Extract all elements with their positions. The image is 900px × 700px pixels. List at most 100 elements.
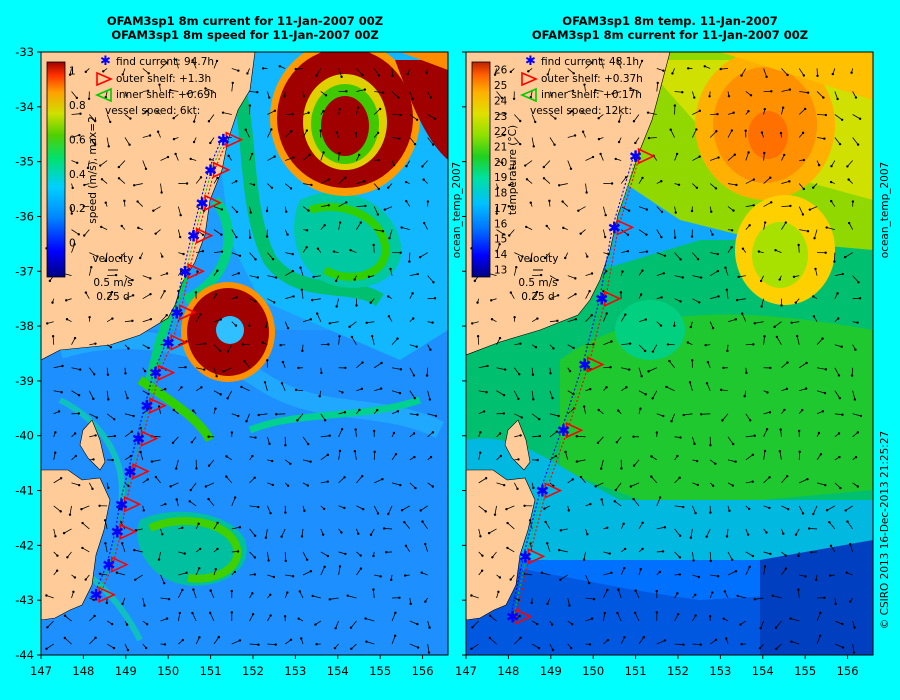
- find-current-marker: ✱: [519, 547, 532, 566]
- current-arrow-head: [221, 111, 225, 114]
- current-arrow-head: [726, 349, 729, 353]
- left-vessel-track: ✱✱✱✱✱✱✱✱✱✱✱✱✱✱✱: [89, 131, 244, 605]
- current-arrow-head: [175, 498, 178, 501]
- left-title-line-1: OFAM3sp1 8m current for 11-Jan-2007 00Z: [106, 14, 384, 28]
- current-arrow-head: [768, 506, 771, 510]
- current-arrow-head: [679, 436, 682, 439]
- current-arrow-head: [387, 315, 391, 318]
- current-arrow-head: [632, 497, 635, 501]
- colorbar-tick-label: 1: [69, 66, 76, 78]
- current-arrow-head: [567, 509, 570, 512]
- current-arrow-head: [534, 120, 537, 124]
- current-arrow-head: [327, 178, 331, 181]
- current-arrow: [674, 91, 683, 93]
- current-arrow-head: [294, 388, 298, 392]
- current-arrow-head: [523, 504, 526, 507]
- current-arrow-head: [286, 326, 290, 330]
- current-arrow-head: [775, 335, 779, 339]
- current-arrow-head: [471, 626, 474, 629]
- current-arrow-head: [575, 460, 579, 463]
- right-vessel-track: ✱✱✱✱✱✱✱✱: [506, 147, 656, 627]
- current-arrow-head: [802, 187, 806, 191]
- current-arrow: [104, 520, 108, 530]
- current-arrow-head: [74, 454, 78, 458]
- current-arrow: [620, 206, 630, 212]
- current-arrow: [105, 543, 108, 553]
- current-arrow-head: [172, 408, 175, 412]
- current-arrow-head: [668, 359, 671, 363]
- current-arrow-head: [428, 626, 431, 629]
- current-arrow: [727, 154, 736, 161]
- current-arrow-head: [837, 317, 840, 320]
- current-arrow-head: [270, 459, 274, 463]
- current-arrow-head: [557, 184, 561, 187]
- current-arrow-head: [557, 414, 560, 418]
- current-arrow-head: [154, 475, 158, 479]
- current-arrow-head: [305, 246, 308, 249]
- current-arrow-head: [838, 455, 841, 459]
- current-arrow: [763, 222, 766, 230]
- current-arrow: [617, 60, 622, 69]
- current-arrow-head: [344, 552, 347, 556]
- current-arrow-head: [642, 635, 646, 639]
- current-arrow-head: [564, 450, 567, 454]
- current-arrow-head: [471, 322, 474, 325]
- current-arrow-head: [156, 130, 160, 133]
- current-arrow-head: [286, 484, 290, 488]
- current-arrow: [620, 229, 629, 236]
- colorbar-tick-label: 22: [494, 126, 507, 138]
- current-arrow: [160, 290, 165, 299]
- current-arrow-head: [733, 153, 737, 156]
- current-arrow-head: [399, 483, 402, 487]
- current-arrow-head: [323, 419, 327, 422]
- current-arrow-head: [473, 279, 477, 283]
- current-arrow-head: [129, 454, 133, 458]
- current-arrow: [419, 252, 428, 258]
- current-arrow-head: [751, 554, 755, 558]
- current-arrow-head: [57, 410, 61, 413]
- current-arrow-head: [253, 534, 257, 538]
- current-arrow: [231, 640, 241, 645]
- current-arrow: [580, 476, 586, 484]
- current-arrow: [300, 267, 304, 276]
- current-arrow-head: [838, 142, 842, 146]
- current-arrow-head: [387, 512, 390, 516]
- current-arrow-head: [396, 410, 400, 413]
- current-arrow-head: [157, 558, 161, 561]
- current-arrow: [790, 618, 800, 622]
- current-arrow: [373, 206, 379, 215]
- current-arrow-head: [544, 520, 547, 524]
- current-arrow-head: [613, 500, 616, 503]
- current-arrow: [507, 522, 515, 530]
- current-arrow-head: [418, 255, 422, 259]
- current-arrow-head: [133, 548, 136, 552]
- current-arrow: [618, 114, 622, 122]
- current-arrow-head: [813, 237, 816, 240]
- current-arrow-head: [647, 370, 650, 373]
- current-arrow-head: [535, 290, 539, 294]
- current-arrow: [424, 543, 429, 553]
- current-arrow-head: [736, 594, 739, 598]
- x-tick-label: 149: [115, 664, 137, 678]
- current-arrow-head: [369, 301, 372, 304]
- current-arrow-head: [251, 454, 254, 458]
- current-arrow: [160, 62, 168, 69]
- current-arrow-head: [788, 88, 792, 91]
- current-arrow-head: [241, 343, 245, 346]
- current-arrow-head: [711, 591, 714, 594]
- current-arrow-head: [847, 221, 851, 225]
- current-arrow-head: [397, 96, 400, 99]
- current-arrow-head: [100, 178, 104, 181]
- current-arrow-head: [400, 509, 404, 512]
- current-arrow: [525, 160, 533, 166]
- current-arrow: [71, 337, 76, 345]
- current-arrow-head: [744, 129, 747, 132]
- outer-shelf-marker: [132, 463, 150, 480]
- track-line: [96, 139, 225, 595]
- current-arrow: [175, 59, 179, 69]
- current-arrow: [124, 390, 128, 399]
- current-arrow: [356, 222, 362, 230]
- current-arrow: [267, 436, 270, 444]
- current-arrow: [409, 482, 416, 489]
- current-arrow-head: [309, 460, 312, 463]
